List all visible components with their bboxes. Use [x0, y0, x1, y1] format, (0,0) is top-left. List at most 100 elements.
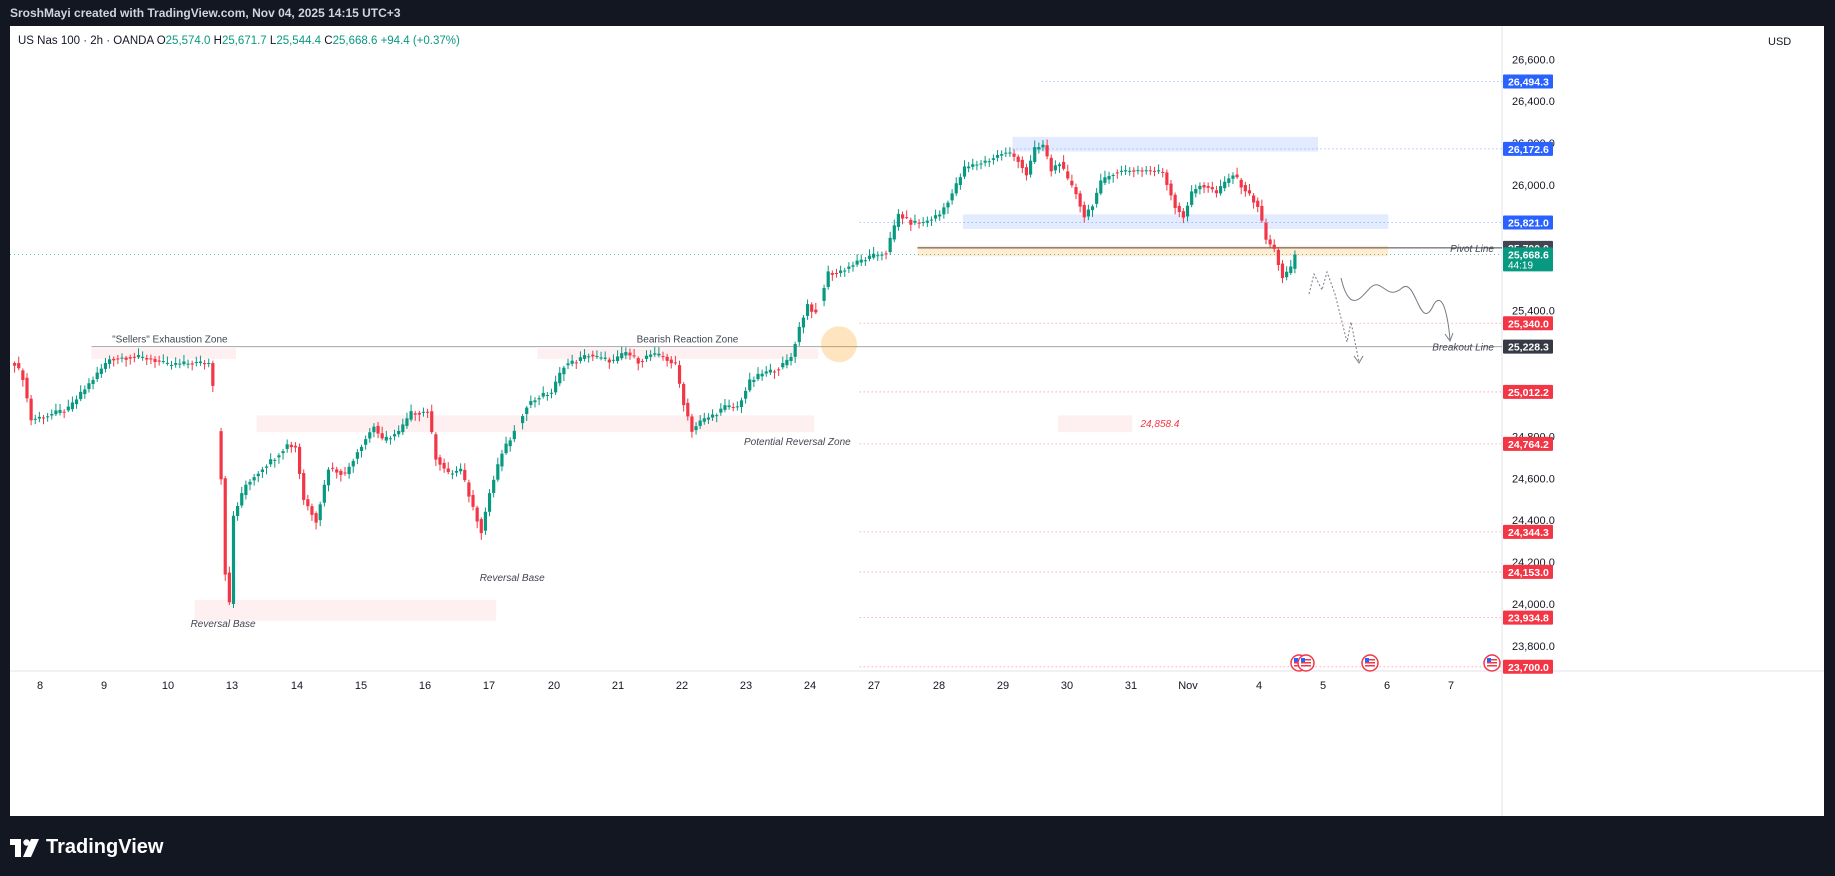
candle-body [471, 495, 475, 507]
candle-body [161, 361, 165, 363]
candle-body [719, 408, 723, 413]
candle-body [1152, 170, 1157, 172]
reversal-base-label: Reversal Base [480, 573, 545, 584]
candle-body [615, 356, 620, 361]
candle-body [855, 260, 859, 265]
candle-body [834, 272, 839, 274]
candle-body [438, 457, 442, 465]
economic-events[interactable] [1290, 654, 1501, 672]
candle-body [1090, 206, 1095, 211]
candle-body [566, 363, 570, 366]
candle-body [690, 416, 694, 432]
candle-body [1214, 190, 1219, 194]
candle-body [269, 459, 273, 465]
candle-body [640, 360, 644, 362]
candle-body [1210, 187, 1214, 190]
candle-body [1066, 171, 1070, 179]
time-tick-label: 22 [676, 680, 688, 692]
candle-body [500, 453, 504, 467]
price-tick-label: 24,000.0 [1512, 599, 1555, 611]
potential-reversal-label: Potential Reversal Zone [744, 437, 851, 448]
candle-body [1161, 171, 1165, 173]
projection-arrowhead [1444, 332, 1454, 343]
candle-body [1123, 170, 1128, 172]
candle-body [504, 443, 508, 454]
time-tick-label: 20 [548, 680, 560, 692]
candle-body [1272, 244, 1276, 249]
candle-body [33, 418, 37, 420]
candle-body [826, 271, 830, 287]
candle-body [942, 207, 946, 215]
chart-panel[interactable]: "Sellers" Exhaustion Zone Bearish Reactio… [10, 26, 1824, 816]
candle-body [116, 358, 120, 360]
candle-body [91, 379, 95, 385]
candle-body [595, 356, 599, 358]
candle-body [1289, 266, 1293, 273]
candle-body [66, 406, 70, 411]
candle-body [136, 355, 141, 358]
candle-body [1099, 180, 1103, 194]
candle-body [388, 438, 393, 440]
tradingview-logo[interactable]: TradingView [10, 836, 163, 859]
low-label: L [269, 35, 277, 47]
price-tag-box [1503, 436, 1553, 451]
candle-body [744, 390, 748, 399]
candle-body [21, 370, 25, 381]
currency-label[interactable]: USD [1768, 36, 1792, 48]
candle-body [1177, 205, 1181, 212]
candle-body [99, 368, 103, 374]
price-chart[interactable]: "Sellers" Exhaustion Zone Bearish Reactio… [10, 26, 1824, 816]
us-flag-icon[interactable] [1483, 654, 1501, 672]
candle-body [310, 506, 314, 515]
candle-body [1256, 200, 1260, 208]
candle-body [599, 357, 603, 359]
candle-body [620, 353, 624, 359]
candle-body [1268, 239, 1272, 245]
candle-body [479, 519, 483, 534]
price-tag-label: 23,700.0 [1508, 662, 1549, 674]
zone-red-3 [194, 599, 497, 621]
candle-body [182, 361, 186, 365]
price-tag-label: 25,821.0 [1508, 218, 1549, 230]
close-label: C [324, 35, 333, 47]
candle-body [1190, 191, 1194, 205]
candle-body [165, 362, 170, 364]
candle-body [132, 356, 136, 358]
candle-body [863, 260, 867, 262]
candle-body [1218, 186, 1223, 194]
annotations-layer: "Sellers" Exhaustion Zone Bearish Reactio… [112, 244, 1494, 630]
candle-body [17, 363, 21, 369]
candle-body [207, 362, 211, 364]
candle-body [723, 405, 727, 410]
us-flag-icon[interactable] [1297, 654, 1315, 672]
candle-body [570, 360, 574, 364]
us-flag-icon[interactable] [1361, 654, 1379, 672]
candle-body [260, 469, 264, 472]
price-tick-label: 26,600.0 [1512, 54, 1555, 66]
candle-body [95, 372, 99, 379]
candle-body [186, 363, 190, 365]
candle-body [368, 432, 372, 439]
candle-body [872, 253, 876, 258]
projection-path [1308, 270, 1360, 363]
candle-body [801, 317, 806, 328]
candle-body [710, 414, 715, 418]
candle-body [946, 202, 950, 208]
candle-body [202, 363, 207, 365]
candle-body [967, 166, 971, 169]
candle-body [145, 358, 149, 360]
candle-body [876, 255, 880, 257]
candle-body [673, 362, 677, 364]
time-axis[interactable]: 8 9 10 13 14 15 16 17 20 21 22 23 24 27 28 29 30 31 Nov 4 5 6… [37, 680, 1454, 692]
symbol-name[interactable]: US Nas 100 · 2h · OANDA [18, 35, 154, 47]
candle-body [256, 473, 260, 477]
candle-body [112, 358, 116, 361]
price-tag-box [1503, 659, 1553, 674]
open-value: 25,574.0 [165, 35, 211, 47]
bearish-zone-label: Bearish Reaction Zone [637, 335, 739, 346]
symbol-legend[interactable]: US Nas 100 · 2h · OANDA O25,574.0 H25,67… [18, 35, 460, 47]
candle-body [364, 439, 368, 445]
candle-body [107, 359, 112, 364]
price-tag-box [1503, 524, 1553, 539]
candle-body [649, 354, 653, 357]
